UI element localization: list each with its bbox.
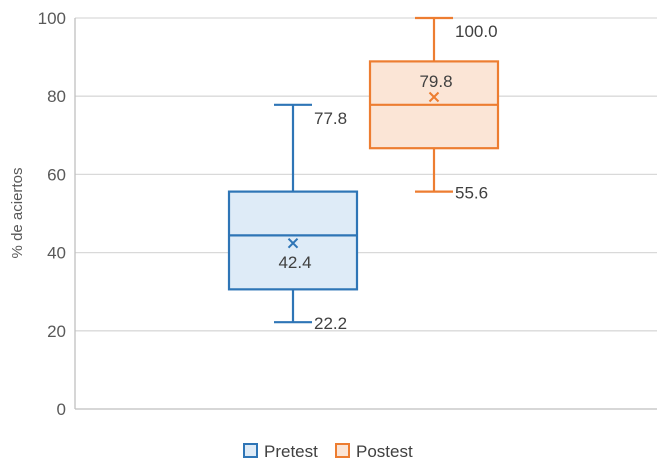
legend-swatch-postest [335, 443, 350, 458]
y-tick-label-60: 60 [47, 165, 66, 184]
postest-mean-marker [428, 91, 440, 103]
legend: Pretest Postest [243, 442, 413, 461]
box-series: 77.8 22.2 42.4 100.0 55.6 79.8 [227, 16, 500, 333]
y-axis-tick-labels: 0 20 40 60 80 100 [38, 9, 66, 419]
legend-swatch-pretest [243, 443, 258, 458]
y-tick-label-0: 0 [57, 400, 66, 419]
y-tick-label-40: 40 [47, 244, 66, 263]
postest-mean-label: 79.8 [419, 72, 452, 91]
y-axis-title: % de aciertos [9, 168, 26, 259]
y-tick-label-20: 20 [47, 322, 66, 341]
y-tick-label-100: 100 [38, 9, 66, 28]
legend-label-pretest: Pretest [264, 442, 318, 461]
box-pretest: 77.8 22.2 42.4 [227, 103, 359, 333]
pretest-min-label: 22.2 [314, 314, 347, 333]
pretest-iqr-box [227, 190, 359, 291]
legend-item-postest: Postest [335, 442, 413, 461]
legend-label-postest: Postest [356, 442, 413, 461]
pretest-mean-marker [287, 238, 299, 249]
gridlines [74, 17, 657, 410]
y-tick-label-80: 80 [47, 87, 66, 106]
legend-item-pretest: Pretest [243, 442, 318, 461]
postest-mean-marker-stroke-b [428, 91, 440, 103]
postest-min-label: 55.6 [455, 184, 488, 203]
box-postest: 100.0 55.6 79.8 [368, 16, 500, 203]
pretest-mean-marker-stroke-b [287, 238, 299, 249]
pretest-max-label: 77.8 [314, 109, 347, 128]
pretest-mean-label: 42.4 [278, 253, 311, 272]
postest-max-label: 100.0 [455, 22, 498, 41]
